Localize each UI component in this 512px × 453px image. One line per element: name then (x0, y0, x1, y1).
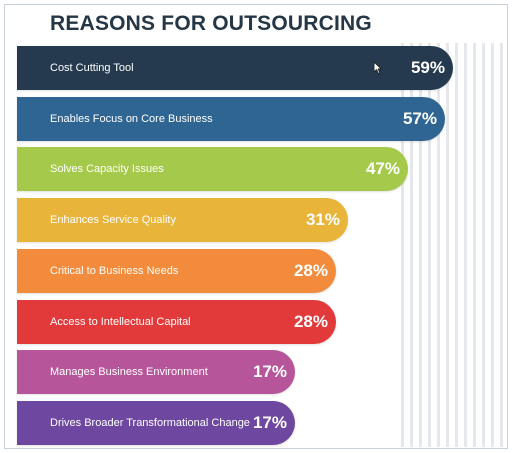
bar-label: Access to Intellectual Capital (50, 316, 191, 328)
bar-label: Enhances Service Quality (50, 214, 176, 226)
bar-4: Enhances Service Quality 31% (17, 198, 348, 242)
bar-value-label: 17% (252, 362, 287, 381)
bar-1: Cost Cutting Tool 59% (17, 46, 453, 90)
bar-8: Drives Broader Transformational Change 17… (17, 401, 295, 445)
bar-label: Critical to Business Needs (50, 265, 179, 277)
bar-value-label: 28% (293, 261, 328, 280)
bar-2: Enables Focus on Core Business 57% (17, 97, 445, 141)
bar-label: Enables Focus on Core Business (50, 113, 213, 125)
bar-label: Solves Capacity Issues (50, 163, 164, 175)
bar-value-label: 47% (365, 159, 400, 178)
bar-value-label: 28% (293, 312, 328, 331)
chart-title: REASONS FOR OUTSOURCING (50, 12, 372, 35)
bar-5: Critical to Business Needs 28% (17, 249, 336, 293)
bar-label: Manages Business Environment (50, 366, 208, 378)
bar-value-label: 59% (410, 58, 445, 77)
bar-6: Access to Intellectual Capital 28% (17, 300, 336, 344)
bar-value-label: 57% (402, 109, 437, 128)
bar-3: Solves Capacity Issues 47% (17, 147, 408, 191)
bar-label: Drives Broader Transformational Change (50, 417, 250, 429)
bar-label: Cost Cutting Tool (50, 62, 134, 74)
bar-value-label: 31% (305, 210, 340, 229)
bar-7: Manages Business Environment 17% (17, 350, 295, 394)
mouse-pointer-icon (373, 61, 382, 75)
bar-value-label: 17% (252, 413, 287, 432)
